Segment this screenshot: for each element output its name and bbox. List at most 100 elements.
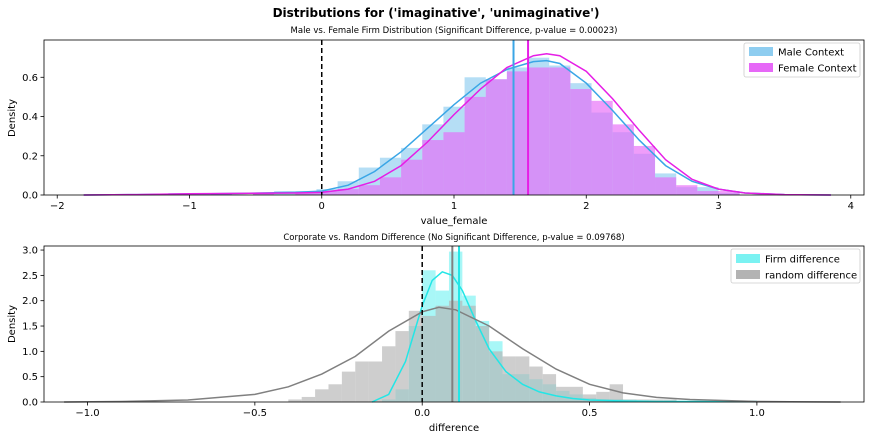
bottom-legend-label-random: random difference [765, 271, 857, 282]
top-legend-label-male: Male Context [778, 48, 844, 59]
bottom-chart-x-ticks: −1.0 −0.5 0.0 0.5 1.0 [75, 402, 765, 419]
bottom-hist-bar-b [448, 300, 463, 402]
bottom-hist-bar-b [368, 361, 383, 402]
bottom-x-tick-label: 1.0 [749, 408, 765, 419]
top-x-tick-label: 1 [451, 201, 457, 212]
top-x-tick-label: 4 [848, 201, 854, 212]
bottom-x-tick-label: 0.5 [582, 408, 598, 419]
bottom-chart-x-label: difference [429, 423, 479, 434]
top-chart-legend: Male Context Female Context [743, 42, 861, 78]
top-hist-bar-b [528, 67, 550, 195]
bottom-hist-bar-b [582, 394, 597, 402]
bottom-y-tick-label: 0.0 [22, 398, 38, 409]
top-chart-title: Male vs. Female Firm Distribution (Signi… [291, 26, 618, 36]
bottom-chart-frame [43, 245, 865, 403]
bottom-hist-bar-b [301, 396, 316, 402]
top-x-tick-label: −2 [50, 201, 65, 212]
top-kde-line-b [83, 52, 831, 196]
bottom-hist-bar-b [315, 389, 329, 402]
bottom-hist-bar-b [341, 371, 356, 402]
top-legend-swatch-male [749, 47, 773, 56]
bottom-hist-bar-b [288, 399, 302, 402]
top-hist-bar-b [633, 145, 656, 195]
bottom-x-tick-label: 0.0 [414, 408, 430, 419]
top-chart-plot-area [83, 40, 831, 196]
bottom-kde-line-a [371, 270, 757, 403]
top-hist-bar-b [358, 185, 380, 195]
bottom-hist-bar-b [422, 315, 436, 402]
top-y-tick-label: 0.0 [22, 191, 38, 202]
top-hist-bar-b [401, 159, 423, 195]
top-x-tick-label: 3 [715, 201, 721, 212]
top-legend-label-female: Female Context [778, 64, 857, 75]
top-hist-bar-b [506, 71, 529, 195]
top-hist-bar-b [612, 124, 634, 195]
top-chart-panel: Male vs. Female Firm Distribution (Signi… [7, 26, 865, 227]
bottom-chart-legend: Firm difference random difference [730, 248, 861, 284]
top-hist-bar-b [337, 189, 359, 195]
top-x-tick-label: 0 [319, 201, 325, 212]
top-x-tick-label: 2 [583, 201, 589, 212]
bottom-hist-bar-b [542, 374, 557, 402]
top-hist-bar-b [379, 177, 402, 195]
bottom-hist-bar-b [435, 305, 449, 402]
top-hist-bar-b [295, 193, 317, 195]
bottom-hist-bar-b [556, 386, 570, 402]
top-chart-x-ticks: −2 −1 0 1 2 3 4 [50, 195, 854, 212]
top-hist-bar-b [443, 132, 465, 195]
top-hist-bar-b [485, 79, 507, 195]
top-hist-bar-b [718, 191, 740, 195]
bottom-x-tick-label: −1.0 [75, 408, 99, 419]
bottom-y-tick-label: 1.5 [22, 322, 38, 333]
bottom-legend-box [730, 248, 861, 284]
top-hist-bar-b [422, 140, 444, 195]
top-hist-bar-b [549, 67, 571, 195]
bottom-hist-bar-b [609, 384, 624, 402]
bottom-hist-bar-b [515, 356, 530, 402]
bottom-chart-panel: Corporate vs. Random Difference (No Sign… [7, 233, 865, 434]
top-legend-swatch-female [749, 63, 773, 72]
bottom-hist-bar-b [328, 384, 342, 402]
top-hist-bar-b [464, 96, 486, 195]
bottom-legend-label-firm: Firm difference [765, 255, 840, 266]
top-hist-bar-b [655, 177, 677, 195]
top-hist-bar-b [570, 89, 592, 195]
top-hist-bar-b [252, 193, 275, 195]
bottom-hist-bar-b [502, 356, 516, 402]
top-x-tick-label: −1 [182, 201, 197, 212]
top-y-tick-label: 0.4 [22, 112, 38, 123]
bottom-y-tick-label: 1.0 [22, 347, 38, 358]
bottom-hist-bar-b [462, 305, 476, 402]
top-hist-bar-b [591, 100, 613, 195]
top-hist-bar-b [697, 191, 719, 195]
bottom-hist-bar-b [649, 399, 664, 402]
top-hist-bar-b [676, 185, 698, 195]
bottom-chart-y-ticks: 0.0 0.5 1.0 1.5 2.0 2.5 3.0 [22, 246, 44, 409]
bottom-hist-bar-b [663, 399, 677, 402]
top-hist-bar-b [316, 191, 338, 195]
bottom-x-tick-label: −0.5 [243, 408, 267, 419]
bottom-kde-line-b [64, 306, 841, 403]
bottom-hist-bar-b [489, 351, 503, 402]
bottom-chart-title: Corporate vs. Random Difference (No Sign… [283, 233, 624, 243]
bottom-chart-plot-area [64, 246, 841, 403]
top-chart-y-ticks: 0.0 0.2 0.4 0.6 [22, 73, 44, 202]
bottom-legend-swatch-firm [736, 254, 760, 263]
bottom-y-tick-label: 2.0 [22, 296, 38, 307]
bottom-y-tick-label: 0.5 [22, 372, 38, 383]
bottom-hist-bar-b [475, 326, 490, 402]
top-y-tick-label: 0.6 [22, 73, 38, 84]
bottom-hist-bar-b [529, 366, 543, 402]
bottom-hist-bar-b [596, 391, 610, 402]
bottom-chart-y-label: Density [7, 305, 18, 343]
top-chart-y-label: Density [7, 99, 18, 137]
top-y-tick-label: 0.2 [22, 151, 38, 162]
bottom-hist-bar-b [355, 361, 369, 402]
top-chart-x-label: value_female [421, 216, 488, 227]
bottom-y-tick-label: 2.5 [22, 271, 38, 282]
figure-suptitle: Distributions for ('imaginative', 'unima… [273, 6, 600, 20]
bottom-y-tick-label: 3.0 [22, 246, 38, 257]
bottom-hist-bar-b [408, 310, 423, 402]
bottom-legend-swatch-random [736, 270, 760, 279]
